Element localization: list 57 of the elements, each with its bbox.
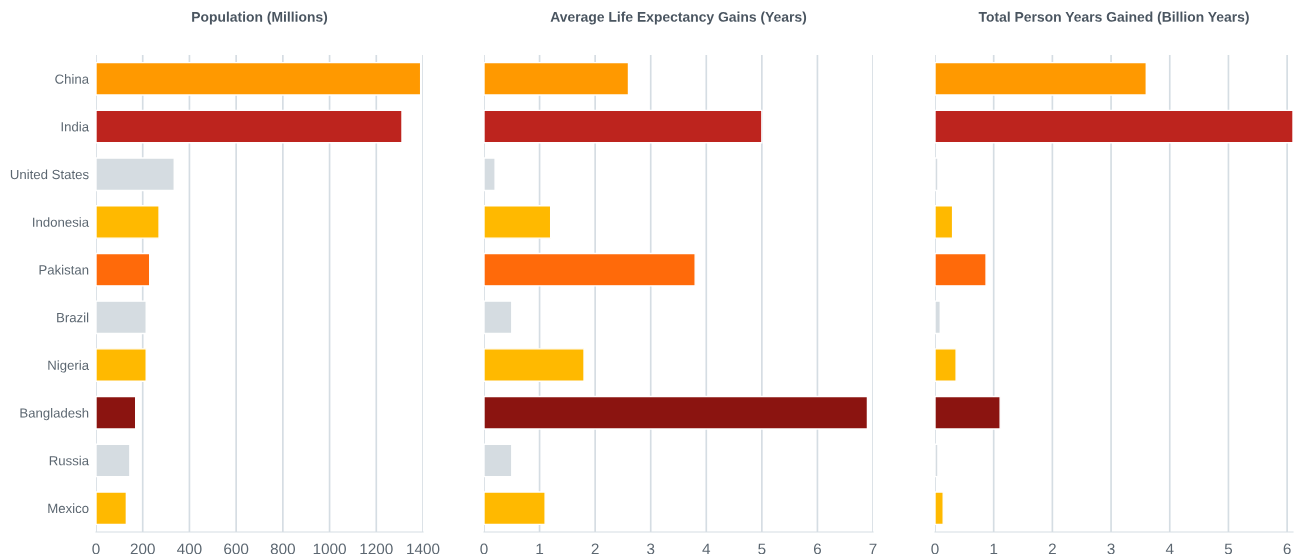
y-tick-label: United States [10,169,89,180]
x-tick-label: 800 [270,543,296,554]
y-tick-label: Bangladesh [20,407,89,421]
bar [96,252,151,287]
bar [484,395,869,430]
x-tick-label: 5 [758,543,766,554]
chart-title: Average Life Expectancy Gains (Years) [550,11,807,25]
y-tick-label: China [55,74,90,84]
bar [96,61,422,96]
x-tick-label: 0 [92,543,100,554]
x-tick-label: 1400 [407,543,440,554]
bar [935,109,1293,144]
x-tick-label: 0 [931,543,939,554]
x-tick-label: 4 [1165,543,1174,554]
y-tick-label: India [61,121,90,132]
x-tick-label: 3 [1107,543,1115,554]
y-tick-label: Russia [49,455,90,466]
y-tick-label: Brazil [57,312,89,323]
bar [96,491,128,526]
x-tick-label: 4 [702,543,711,554]
x-tick-label: 5 [1224,543,1233,554]
x-tick-label: 400 [177,543,202,554]
bar [96,348,147,382]
x-tick-label: 0 [480,543,488,554]
y-tick-label: Mexico [48,503,89,514]
y-tick-label: Nigeria [48,360,90,373]
bar [484,205,552,239]
chart-title: Total Person Years Gained (Billion Years) [978,11,1249,25]
y-tick-label: Indonesia [33,217,90,227]
x-tick-label: 2 [591,543,599,554]
bar [935,205,954,239]
chart-title: Population (Millions) [192,11,328,25]
bar [484,109,763,144]
bar [484,61,630,96]
x-tick-label: 2 [1048,543,1056,554]
bar [96,109,403,144]
bar [935,61,1147,96]
bar [935,491,944,526]
bar [935,348,957,382]
x-tick-label: 200 [130,543,155,554]
bar [935,252,987,287]
x-tick-label: 1 [990,543,998,554]
x-tick-label: 600 [224,543,249,554]
x-tick-label: 6 [813,543,822,554]
bar [484,491,546,526]
x-tick-label: 1000 [313,543,346,554]
bar [484,252,696,287]
bar [96,205,160,239]
bar [935,395,1001,430]
x-tick-label: 1200 [360,543,393,554]
x-tick-label: 1 [536,543,544,554]
bar [484,348,585,382]
x-tick-label: 3 [647,543,655,554]
x-tick-label: 7 [869,543,877,554]
x-tick-label: 6 [1283,543,1291,554]
bar [96,395,137,430]
y-tick-label: Pakistan [39,264,89,275]
